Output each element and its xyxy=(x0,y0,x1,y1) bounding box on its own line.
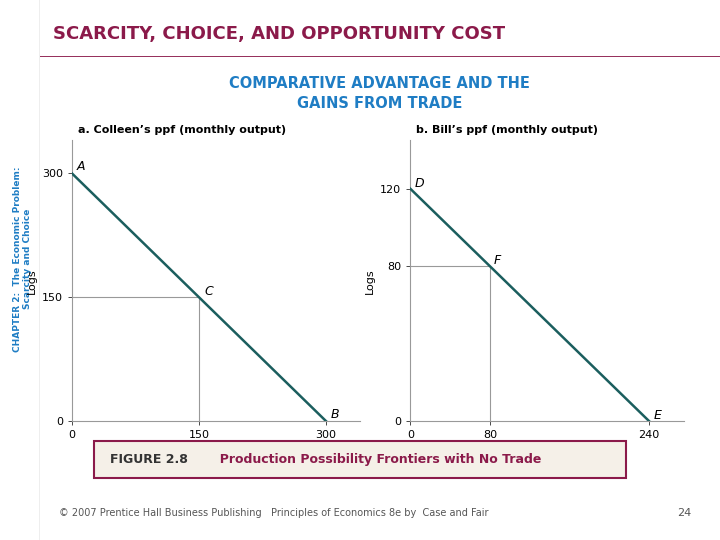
Text: Scarcity and Choice: Scarcity and Choice xyxy=(23,209,32,309)
X-axis label: Food bushels: Food bushels xyxy=(510,446,584,456)
X-axis label: Food bushels: Food bushels xyxy=(179,446,253,456)
Text: CHAPTER 2:  The Economic Problem:: CHAPTER 2: The Economic Problem: xyxy=(13,166,22,352)
Text: A: A xyxy=(77,160,86,173)
FancyBboxPatch shape xyxy=(94,441,626,478)
Text: E: E xyxy=(653,409,661,422)
Text: F: F xyxy=(494,254,501,267)
Text: COMPARATIVE ADVANTAGE AND THE
GAINS FROM TRADE: COMPARATIVE ADVANTAGE AND THE GAINS FROM… xyxy=(230,76,530,111)
Y-axis label: Logs: Logs xyxy=(27,268,37,294)
Text: C: C xyxy=(204,285,213,298)
Y-axis label: Logs: Logs xyxy=(365,268,374,294)
Text: D: D xyxy=(415,177,424,190)
Text: B: B xyxy=(330,408,339,421)
Text: 24: 24 xyxy=(677,508,691,518)
Text: a. Colleen’s ppf (monthly output): a. Colleen’s ppf (monthly output) xyxy=(78,125,286,136)
Text: b. Bill’s ppf (monthly output): b. Bill’s ppf (monthly output) xyxy=(416,125,598,136)
Text: SCARCITY, CHOICE, AND OPPORTUNITY COST: SCARCITY, CHOICE, AND OPPORTUNITY COST xyxy=(53,25,505,43)
Text: © 2007 Prentice Hall Business Publishing   Principles of Economics 8e by  Case a: © 2007 Prentice Hall Business Publishing… xyxy=(59,508,488,518)
Text: FIGURE 2.8: FIGURE 2.8 xyxy=(109,453,187,466)
Text: Production Possibility Frontiers with No Trade: Production Possibility Frontiers with No… xyxy=(211,453,541,466)
